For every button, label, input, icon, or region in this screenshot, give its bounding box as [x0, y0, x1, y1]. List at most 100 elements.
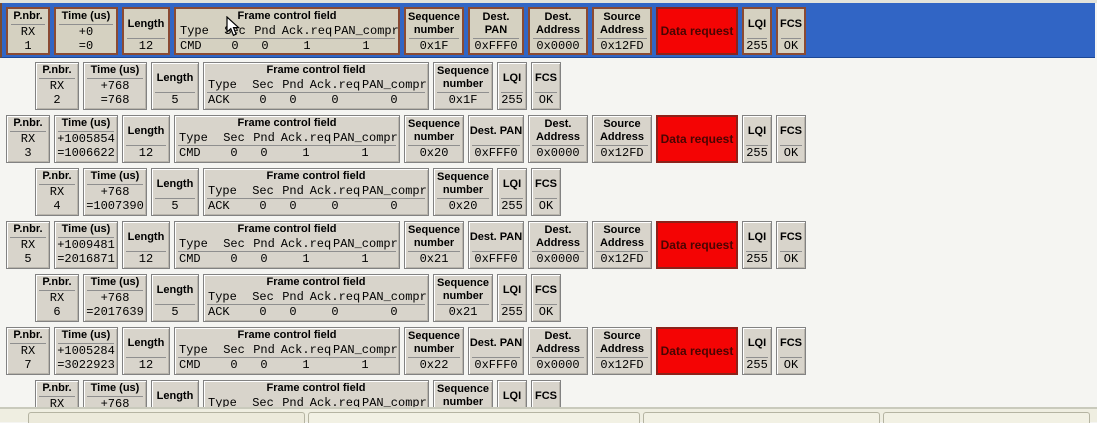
- lqi-cell: LQI 255: [497, 274, 527, 322]
- fcf-values: ACK 0 0 0 0: [204, 93, 428, 107]
- pnbr-cell: P.nbr. RX 5: [6, 221, 50, 269]
- header-separator: [58, 237, 114, 238]
- column-header: FCS: [780, 336, 802, 349]
- cell-value: 0: [331, 93, 339, 107]
- cell-value: 0x0000: [536, 358, 580, 372]
- fcs-cell: FCS OK: [531, 274, 561, 322]
- length-cell: Length 12: [122, 221, 170, 269]
- cell-value: ACK: [208, 199, 230, 213]
- cell-value: 5: [171, 305, 179, 319]
- column-header: Time (us): [61, 329, 111, 341]
- column-header: Dest. Address: [535, 330, 581, 355]
- cell-value: 1: [302, 146, 310, 160]
- column-header: Frame control field: [237, 10, 337, 22]
- header-separator: [126, 357, 166, 358]
- cell-value: OK: [538, 93, 554, 107]
- column-header: Pnd: [282, 78, 304, 92]
- dest-pan-cell: Dest. PAN 0xFFF0: [468, 115, 524, 163]
- cell-value: 1: [302, 358, 310, 372]
- bottom-tab[interactable]: [883, 412, 1090, 423]
- fcf-subheader: Type Sec Pnd Ack.req PAN_compr: [204, 184, 428, 198]
- column-header: P.nbr.: [13, 117, 43, 129]
- column-header: Dest. Address: [535, 11, 581, 36]
- bottom-tab[interactable]: [308, 412, 640, 423]
- length-cell: Length 12: [122, 115, 170, 163]
- header-separator: [39, 78, 75, 79]
- cell-value: 5: [171, 199, 179, 213]
- bottom-tab[interactable]: [28, 412, 305, 423]
- pnbr-cell: P.nbr. RX 4: [35, 168, 79, 216]
- header-separator: [535, 304, 557, 305]
- sequence-cell: Sequence number 0x21: [433, 274, 493, 322]
- header-separator: [501, 198, 523, 199]
- column-header: Dest. PAN: [482, 11, 510, 36]
- column-header: Length: [127, 17, 165, 30]
- column-header: PAN_compr: [333, 237, 398, 251]
- cell-value: 0xFFF0: [474, 252, 518, 266]
- packet-row[interactable]: P.nbr. RX 5 Time (us) +1009481 =2016871 Length…: [6, 221, 810, 269]
- header-separator: [501, 92, 523, 93]
- column-header: Source Address: [599, 11, 645, 36]
- column-header: P.nbr.: [42, 170, 72, 182]
- cell-value: =1006622: [57, 146, 115, 160]
- fcs-cell: FCS OK: [776, 115, 806, 163]
- pnbr-cell: P.nbr. RX 6: [35, 274, 79, 322]
- column-header: Frame control field: [266, 64, 366, 76]
- cell-value: 0x12FD: [600, 39, 644, 53]
- cell-value: CMD: [179, 358, 201, 372]
- header-separator: [155, 304, 195, 305]
- header-separator: [746, 145, 768, 146]
- cell-value: 0x21: [419, 252, 449, 266]
- cell-value: 7: [24, 358, 32, 372]
- cell-value: 1: [362, 39, 370, 53]
- packet-row[interactable]: P.nbr. RX 7 Time (us) +1005284 =3022923 Length…: [6, 327, 810, 375]
- cell-value: 255: [746, 146, 768, 160]
- column-header: Dest. Address: [535, 224, 581, 249]
- cell-value: 0x0000: [536, 252, 580, 266]
- cell-value: 0: [390, 199, 398, 213]
- dest-address-cell: Dest. Address 0x0000: [528, 115, 588, 163]
- column-header: FCS: [535, 71, 557, 84]
- fcf-subheader: Type Sec Pnd Ack.req PAN_compr: [204, 78, 428, 92]
- packet-row[interactable]: P.nbr. RX 1 Time (us) +0 =0 Length 12 Frame cont…: [6, 7, 810, 55]
- header-separator: [596, 357, 648, 358]
- bottom-tab-bar: [0, 407, 1097, 423]
- length-cell: Length: [151, 380, 199, 409]
- column-header: FCS: [780, 230, 802, 243]
- column-header: Type: [208, 184, 237, 198]
- cell-value: OK: [783, 358, 799, 372]
- packet-row[interactable]: P.nbr. RX 2 Time (us) +768 =768 Length 5 Frame c…: [35, 62, 565, 110]
- cell-value: 0x22: [419, 358, 449, 372]
- packet-row[interactable]: P.nbr. RX Time (us) +768 Length Frame control…: [35, 380, 565, 409]
- column-header: Type: [179, 131, 208, 145]
- header-separator: [597, 38, 647, 39]
- column-header: P.nbr.: [13, 10, 43, 22]
- header-separator: [178, 251, 396, 252]
- packet-row[interactable]: P.nbr. RX 3 Time (us) +1005854 =1006622 Length…: [6, 115, 810, 163]
- fcs-cell: FCS OK: [531, 168, 561, 216]
- data-request-badge: Data request: [656, 327, 738, 375]
- column-header: FCS: [535, 177, 557, 190]
- cell-value: 255: [746, 39, 768, 53]
- column-header: Sequence number: [408, 11, 460, 36]
- bottom-tab[interactable]: [643, 412, 880, 423]
- header-separator: [781, 38, 801, 39]
- packet-row[interactable]: P.nbr. RX 4 Time (us) +768 =1007390 Length 5 Fra…: [35, 168, 565, 216]
- column-header: Dest. PAN: [469, 124, 523, 137]
- cell-value: +1005284: [57, 344, 115, 358]
- data-request-badge: Data request: [656, 7, 738, 55]
- column-header: Time (us): [61, 10, 111, 22]
- column-header: Dest. Address: [535, 118, 581, 143]
- packet-row[interactable]: P.nbr. RX 6 Time (us) +768 =2017639 Length 5 Fra…: [35, 274, 565, 322]
- pnbr-cell: P.nbr. RX: [35, 380, 79, 409]
- header-separator: [596, 251, 648, 252]
- column-header: Pnd: [254, 24, 276, 38]
- cell-value: 0: [331, 305, 339, 319]
- time-cell: Time (us) +768: [83, 380, 147, 409]
- fcf-subheader: Type Sec Pnd Ack.req PAN_compr: [175, 237, 399, 251]
- column-header: Sec: [252, 290, 274, 304]
- dest-address-cell: Dest. Address 0x0000: [528, 327, 588, 375]
- length-cell: Length 5: [151, 274, 199, 322]
- column-header: Length: [156, 71, 194, 84]
- column-header: P.nbr.: [13, 223, 43, 235]
